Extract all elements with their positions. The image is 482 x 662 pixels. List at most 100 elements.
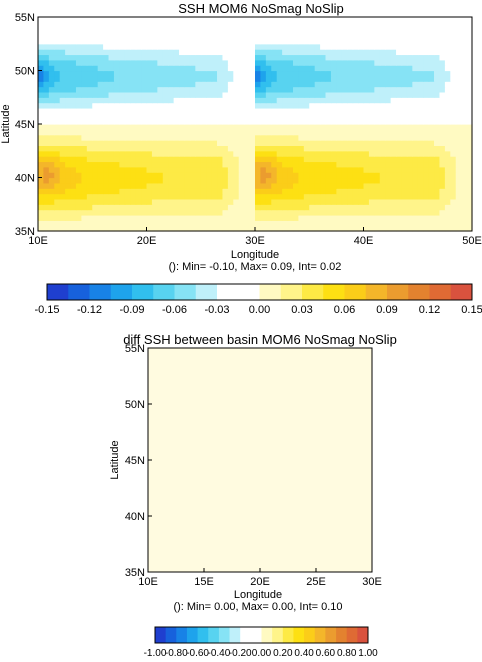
ssh-cell — [81, 70, 88, 77]
ssh-cell — [423, 65, 430, 72]
ssh-cell — [103, 161, 110, 168]
ssh-cell — [271, 43, 278, 50]
ssh-cell — [363, 22, 370, 29]
ssh-cell — [444, 161, 451, 168]
ssh-cell — [244, 129, 251, 136]
ssh-cell — [151, 198, 158, 205]
ssh-cell — [439, 156, 446, 163]
ssh-cell — [238, 70, 245, 77]
ssh-cell — [54, 193, 61, 200]
ssh-cell — [255, 86, 262, 93]
ssh-cell — [428, 49, 435, 56]
ssh-cell — [336, 145, 343, 152]
ssh-cell — [184, 43, 191, 50]
ssh-cell — [206, 209, 213, 216]
ssh-cell — [282, 182, 289, 189]
ssh-cell — [108, 49, 115, 56]
ssh-cell — [309, 198, 316, 205]
ssh-cell — [59, 49, 66, 56]
ssh-cell — [303, 182, 310, 189]
ssh-cell — [130, 188, 137, 195]
ssh-cell — [271, 193, 278, 200]
ssh-cell — [113, 27, 120, 34]
ssh-cell — [298, 38, 305, 45]
ssh-cell — [86, 161, 93, 168]
ssh-cell — [135, 118, 142, 125]
ssh-cell — [271, 54, 278, 61]
ssh-cell — [417, 43, 424, 50]
ssh-cell — [417, 156, 424, 163]
ssh-cell — [368, 156, 375, 163]
ssh-cell — [92, 59, 99, 66]
ssh-cell — [423, 193, 430, 200]
ssh-cell — [217, 129, 224, 136]
ssh-cell — [108, 193, 115, 200]
ssh-cell — [347, 97, 354, 104]
ssh-cell — [227, 150, 234, 157]
ssh-cell — [450, 97, 457, 104]
ssh-cell — [54, 124, 61, 130]
ssh-cell — [379, 86, 386, 93]
ssh-cell — [401, 27, 408, 34]
ssh-cell — [244, 172, 251, 179]
ssh-cell — [282, 113, 289, 120]
diff-colorbar-cell — [357, 627, 369, 643]
ssh-cell — [206, 91, 213, 98]
ssh-cell — [341, 27, 348, 34]
ssh-cell — [341, 59, 348, 66]
ssh-cell — [396, 118, 403, 125]
ssh-cell — [396, 204, 403, 211]
ssh-cell — [86, 220, 93, 227]
ssh-cell — [54, 214, 61, 221]
ssh-cell — [168, 140, 175, 146]
ssh-cell — [59, 75, 66, 82]
ssh-cell — [103, 38, 110, 45]
ssh-cell — [401, 145, 408, 152]
ssh-cell — [43, 156, 50, 163]
ssh-cell — [119, 27, 126, 34]
ssh-cell — [255, 182, 262, 189]
ssh-cell — [314, 59, 321, 66]
ssh-cell — [141, 59, 148, 66]
ssh-cell — [298, 204, 305, 211]
ssh-cell — [434, 156, 441, 163]
ssh-cell — [444, 166, 451, 173]
ssh-cell — [130, 65, 137, 72]
ssh-cell — [374, 118, 381, 125]
ssh-cell — [135, 134, 142, 141]
ssh-cell — [81, 198, 88, 205]
ssh-cell — [244, 54, 251, 61]
ssh-cell — [390, 38, 397, 45]
ssh-cell — [81, 182, 88, 189]
ssh-cell — [363, 214, 370, 221]
ssh-cell — [206, 166, 213, 173]
ssh-cell — [108, 102, 115, 109]
ssh-cell — [217, 150, 224, 157]
ssh-cell — [298, 214, 305, 221]
ssh-cell — [124, 204, 131, 211]
ssh-cell — [423, 118, 430, 125]
ssh-cell — [97, 140, 104, 146]
ssh-cell — [260, 33, 267, 39]
ssh-cell — [146, 129, 153, 136]
ssh-cell — [401, 22, 408, 29]
ssh-cell — [113, 225, 120, 232]
ssh-cell — [211, 193, 218, 200]
ssh-cell — [151, 166, 158, 173]
ssh-cell — [184, 65, 191, 72]
ssh-cell — [227, 209, 234, 216]
ssh-cell — [390, 225, 397, 232]
ssh-cell — [59, 22, 66, 29]
ssh-cell — [206, 172, 213, 179]
ssh-cell — [450, 156, 457, 163]
ssh-cell — [184, 225, 191, 232]
ssh-cell — [200, 193, 207, 200]
ssh-cell — [124, 134, 131, 141]
ssh-cell — [92, 65, 99, 72]
ssh-cell — [103, 172, 110, 179]
ssh-cell — [352, 65, 359, 72]
ssh-cell — [401, 129, 408, 136]
ssh-cell — [401, 81, 408, 88]
ssh-cell — [309, 209, 316, 216]
ssh-cell — [130, 172, 137, 179]
